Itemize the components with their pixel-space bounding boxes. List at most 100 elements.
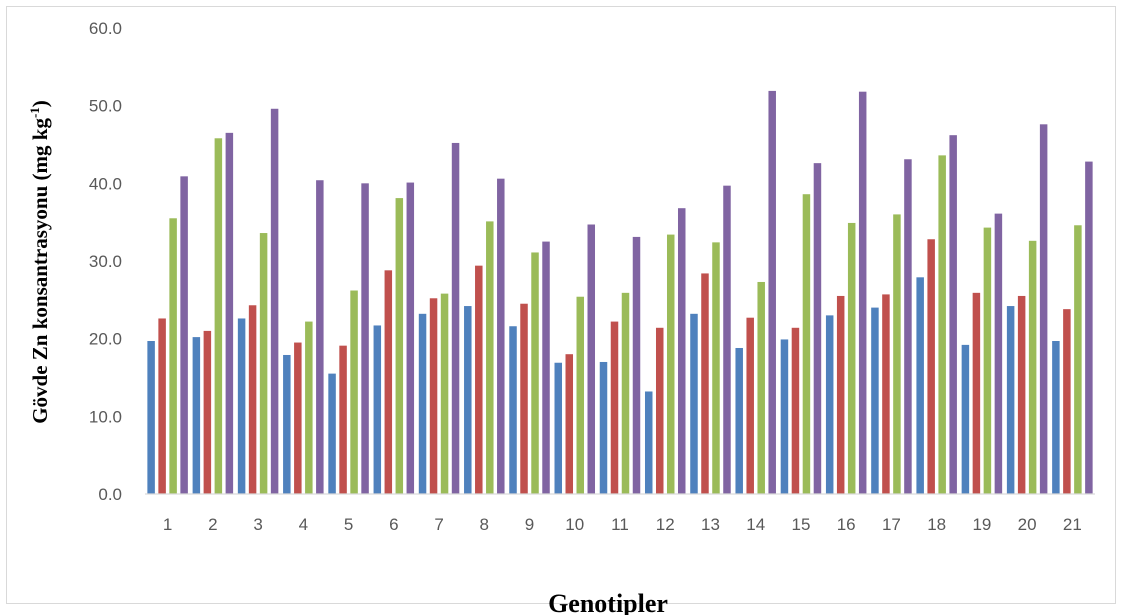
bar-genotype-16-series-3 [847,222,856,494]
y-axis-title: Gövde Zn konsantrasyonu (mg kg-1) [27,100,52,424]
bar-genotype-10-series-2 [565,354,574,494]
bar-genotype-7-series-4 [451,142,460,494]
x-tick-label: 5 [344,515,353,534]
bar-genotype-21-series-1 [1052,341,1060,494]
bar-genotype-13-series-1 [690,313,698,494]
bar-genotype-4-series-2 [294,342,302,494]
x-tick-label: 3 [253,515,262,534]
bar-genotype-20-series-2 [1017,295,1026,494]
bars-group [147,90,1093,495]
bar-genotype-1-series-2 [158,318,166,494]
bar-genotype-2-series-1 [192,337,201,494]
bar-genotype-10-series-1 [554,362,563,494]
x-tick-label: 20 [1018,515,1037,534]
bar-genotype-17-series-4 [904,159,912,494]
bar-genotype-8-series-1 [464,306,472,494]
x-tick-label: 21 [1063,515,1082,534]
bar-genotype-2-series-3 [214,138,223,495]
y-tick-label: 20.0 [89,330,122,349]
bar-genotype-12-series-2 [655,327,664,494]
bar-genotype-9-series-2 [520,303,528,494]
x-tick-label: 11 [611,515,629,534]
bar-genotype-10-series-3 [576,296,585,494]
bar-genotype-9-series-3 [531,252,539,494]
bar-genotype-3-series-1 [237,318,246,494]
bar-genotype-17-series-3 [893,214,901,494]
y-tick-label: 50.0 [89,97,122,116]
bar-genotype-3-series-4 [270,108,279,495]
bar-genotype-9-series-1 [509,326,517,494]
bar-genotype-7-series-3 [440,293,449,494]
bar-genotype-5-series-4 [361,183,369,494]
bar-genotype-16-series-1 [825,315,834,494]
bar-genotype-12-series-3 [666,234,675,494]
bar-genotype-8-series-4 [497,178,505,495]
bar-genotype-20-series-3 [1028,240,1037,494]
bar-genotype-18-series-4 [949,135,957,494]
bar-genotype-13-series-3 [712,242,720,494]
x-tick-label: 6 [389,515,398,534]
y-tick-label: 40.0 [89,174,122,193]
bar-genotype-16-series-4 [858,91,867,494]
bar-genotype-1-series-3 [169,218,177,494]
bar-genotype-5-series-2 [339,345,347,494]
x-tick-label: 7 [434,515,443,534]
bar-genotype-15-series-2 [791,327,800,494]
bar-genotype-3-series-3 [259,233,268,495]
bar-genotype-11-series-1 [599,361,608,494]
bar-genotype-6-series-2 [384,270,393,494]
y-tick-label: 0.0 [98,485,122,504]
bar-genotype-11-series-4 [632,236,641,495]
bar-genotype-4-series-3 [305,321,313,494]
bar-genotype-14-series-4 [768,90,776,494]
bar-genotype-16-series-2 [836,295,845,494]
x-tick-label: 2 [208,515,217,534]
bar-genotype-20-series-1 [1006,306,1015,494]
y-tick-labels: 0.0 10.0 20.0 30.0 40.0 50.0 60.0 [89,19,122,504]
x-tick-label: 15 [791,515,810,534]
bar-genotype-6-series-1 [373,325,382,494]
bar-genotype-11-series-3 [621,292,630,494]
x-tick-labels: 1 2 3 4 5 6 7 8 9 10 11 12 13 14 15 16 17 18 19 20 21 [163,515,1082,534]
y-axis-title-main: Gövde Zn konsantrasyonu (mg kg [28,118,52,424]
bar-genotype-2-series-4 [225,132,234,494]
bar-genotype-8-series-3 [486,221,494,494]
bar-genotype-19-series-3 [983,227,992,494]
bar-genotype-3-series-2 [248,305,257,494]
y-axis-title-close: ) [28,100,52,107]
x-tick-label: 4 [299,515,308,534]
bar-genotype-21-series-3 [1074,225,1082,494]
bar-genotype-18-series-1 [916,277,924,494]
bar-genotype-20-series-4 [1039,124,1048,494]
x-axis-title: Genotipler [548,589,668,615]
bar-genotype-14-series-3 [757,281,765,494]
bar-genotype-5-series-1 [328,373,336,494]
y-tick-label: 60.0 [89,19,122,38]
x-tick-label: 12 [656,515,675,534]
bar-genotype-7-series-2 [429,298,438,494]
x-tick-label: 1 [163,515,172,534]
x-tick-label: 19 [972,515,991,534]
bar-genotype-6-series-3 [395,198,404,494]
bar-genotype-1-series-4 [180,176,188,494]
bar-genotype-12-series-1 [644,391,653,494]
x-tick-label: 13 [701,515,720,534]
bar-genotype-18-series-3 [938,155,946,494]
bar-genotype-6-series-4 [406,182,415,494]
x-tick-label: 8 [480,515,489,534]
bar-genotype-8-series-2 [475,265,483,494]
bar-genotype-10-series-4 [587,224,596,494]
bar-genotype-19-series-2 [972,292,981,494]
y-tick-label: 10.0 [89,407,122,426]
x-tick-label: 14 [746,515,765,534]
x-tick-label: 18 [927,515,946,534]
bar-genotype-17-series-2 [882,294,890,494]
bar-genotype-4-series-1 [283,354,291,494]
x-tick-label: 17 [882,515,901,534]
x-tick-label: 16 [837,515,856,534]
bar-genotype-17-series-1 [871,307,879,494]
bar-genotype-19-series-1 [961,344,970,494]
bar-genotype-5-series-3 [350,290,358,494]
bar-genotype-15-series-4 [813,163,822,494]
bar-genotype-1-series-1 [147,341,155,494]
